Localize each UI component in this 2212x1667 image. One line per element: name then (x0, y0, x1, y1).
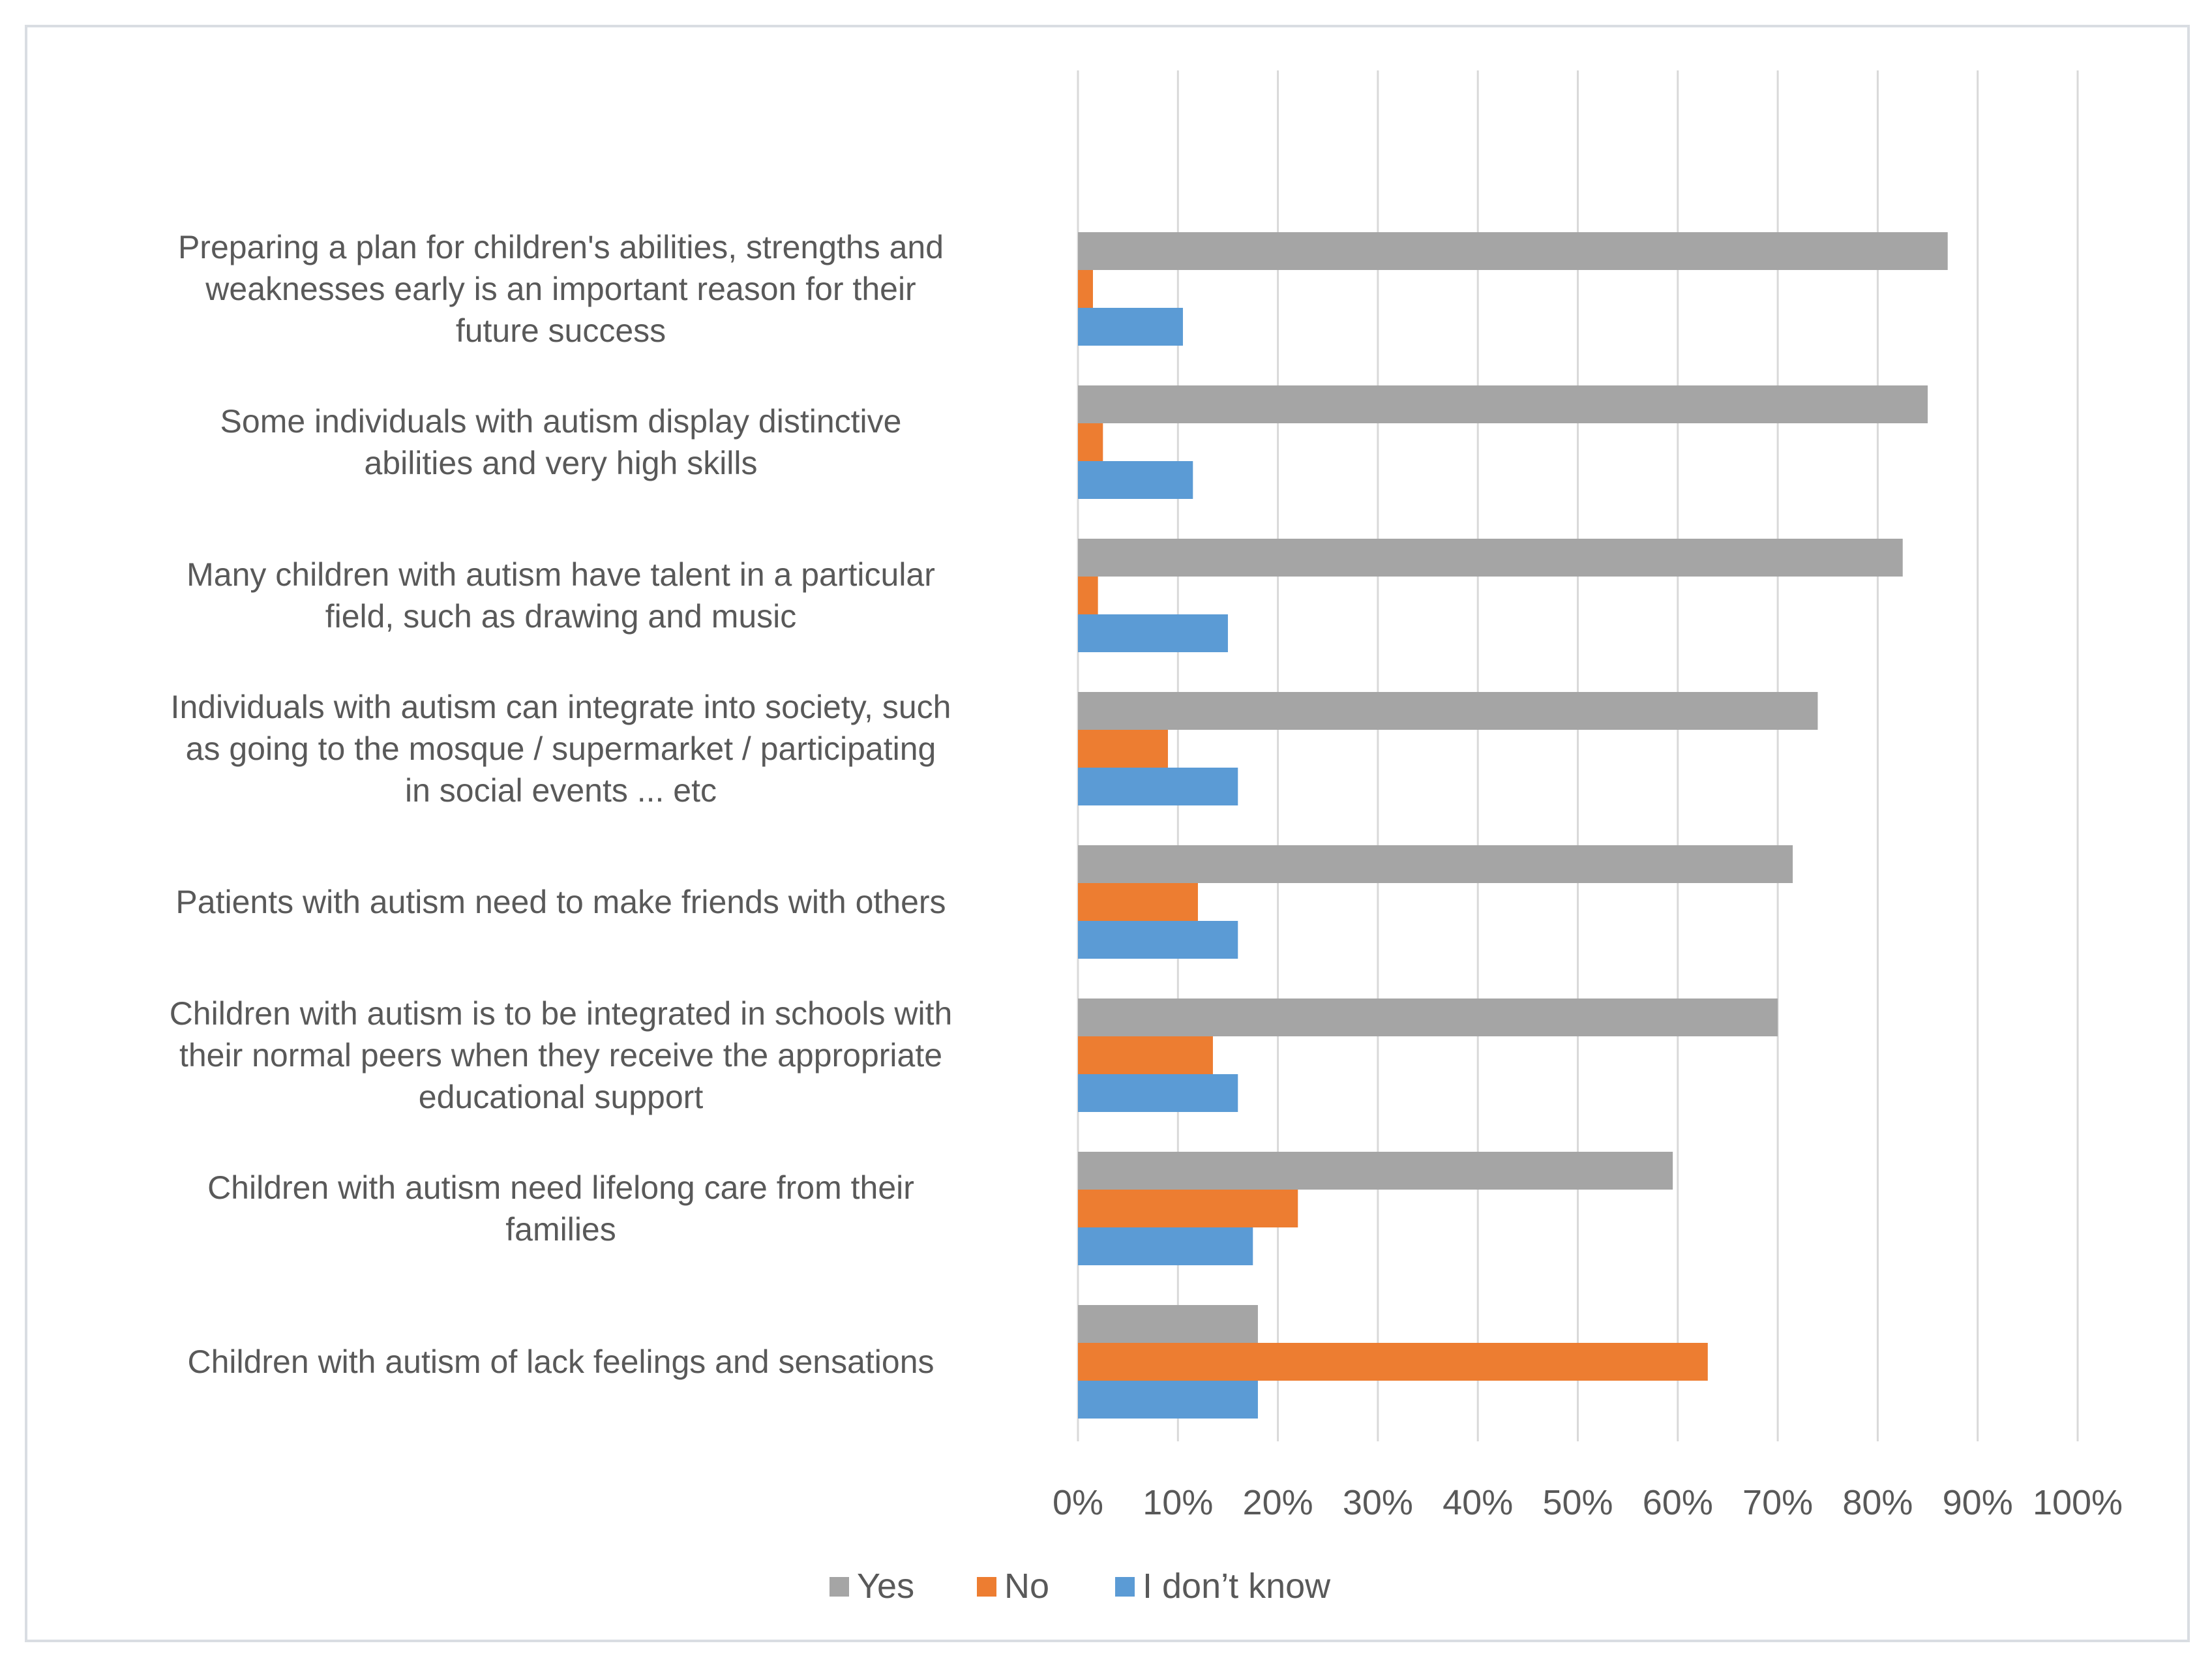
bar-no-5 (1078, 883, 1198, 921)
x-tick-label: 90% (1943, 1483, 2013, 1522)
legend-item-no: No (977, 1567, 1049, 1606)
bar-i-don-t-know-4 (1078, 768, 1238, 805)
category-label-line: Preparing a plan for children's abilitie… (178, 229, 944, 265)
category-label-line: their normal peers when they receive the… (179, 1037, 942, 1074)
bar-no-3 (1078, 577, 1098, 614)
category-label-line: Patients with autism need to make friend… (175, 884, 946, 920)
x-tick-label: 100% (2033, 1483, 2123, 1522)
legend-label: No (1004, 1567, 1049, 1606)
bar-yes-4 (1078, 692, 1818, 730)
category-label-line: as going to the mosque / supermarket / p… (186, 730, 936, 767)
bar-yes-1 (1078, 232, 1948, 270)
bar-i-don-t-know-6 (1078, 1074, 1238, 1112)
bar-i-don-t-know-2 (1078, 461, 1193, 499)
category-label-line: Many children with autism have talent in… (187, 556, 935, 593)
legend-item-yes: Yes (830, 1567, 914, 1606)
legend-swatch (977, 1577, 996, 1597)
bar-yes-5 (1078, 845, 1793, 883)
legend-item-i-don-t-know: I don’t know (1115, 1567, 1331, 1606)
x-tick-label: 0% (1053, 1483, 1103, 1522)
category-label-line: future success (456, 312, 666, 349)
category-label-line: Some individuals with autism display dis… (220, 403, 902, 440)
bar-yes-3 (1078, 539, 1903, 577)
category-label-line: weaknesses early is an important reason … (205, 271, 916, 307)
x-tick-label: 50% (1542, 1483, 1613, 1522)
category-label-line: abilities and very high skills (364, 445, 757, 481)
x-tick-label: 10% (1143, 1483, 1213, 1522)
legend-label: I don’t know (1143, 1567, 1331, 1606)
category-label-8: Children with autism of lack feelings an… (187, 1344, 934, 1380)
category-label-2: Some individuals with autism display dis… (220, 403, 902, 481)
bar-i-don-t-know-3 (1078, 614, 1228, 652)
bar-i-don-t-know-8 (1078, 1381, 1258, 1419)
bar-i-don-t-know-5 (1078, 921, 1238, 959)
x-tick-label: 40% (1442, 1483, 1513, 1522)
bar-yes-2 (1078, 385, 1928, 423)
category-label-6: Children with autism is to be integrated… (170, 995, 953, 1115)
category-label-line: Children with autism need lifelong care … (207, 1169, 914, 1206)
category-labels: Preparing a plan for children's abilitie… (170, 229, 953, 1380)
category-label-1: Preparing a plan for children's abilitie… (178, 229, 944, 349)
category-label-7: Children with autism need lifelong care … (207, 1169, 914, 1248)
x-tick-label: 30% (1343, 1483, 1413, 1522)
category-label-line: field, such as drawing and music (325, 598, 797, 635)
category-label-3: Many children with autism have talent in… (187, 556, 935, 635)
x-axis-tick-labels: 0% 10% 20% 30% 40% 50% 60% 70% 80% 90% 100% (1053, 1483, 2123, 1522)
bar-yes-8 (1078, 1305, 1258, 1343)
category-label-line: families (505, 1211, 616, 1248)
bars (1078, 232, 1948, 1419)
x-tick-label: 80% (1842, 1483, 1913, 1522)
category-label-line: in social events ... etc (405, 772, 717, 809)
category-label-line: educational support (419, 1079, 704, 1115)
x-tick-label: 60% (1643, 1483, 1713, 1522)
x-tick-label: 20% (1243, 1483, 1313, 1522)
x-tick-label: 70% (1742, 1483, 1813, 1522)
category-label-line: Children with autism of lack feelings an… (187, 1344, 934, 1380)
category-label-4: Individuals with autism can integrate in… (171, 689, 951, 809)
bar-i-don-t-know-7 (1078, 1227, 1253, 1265)
legend-label: Yes (857, 1567, 914, 1606)
bar-no-6 (1078, 1036, 1213, 1074)
category-label-line: Individuals with autism can integrate in… (171, 689, 951, 725)
bar-no-4 (1078, 730, 1168, 768)
legend-swatch (830, 1577, 849, 1597)
legend: Yes No I don’t know (830, 1567, 1331, 1606)
bar-yes-7 (1078, 1152, 1673, 1190)
bar-no-7 (1078, 1190, 1298, 1227)
bar-no-8 (1078, 1343, 1708, 1381)
bar-no-1 (1078, 270, 1093, 308)
bar-yes-6 (1078, 999, 1778, 1036)
category-label-line: Children with autism is to be integrated… (170, 995, 953, 1032)
category-label-5: Patients with autism need to make friend… (175, 884, 946, 920)
bar-i-don-t-know-1 (1078, 308, 1183, 346)
legend-swatch (1115, 1577, 1135, 1597)
bar-no-2 (1078, 423, 1103, 461)
